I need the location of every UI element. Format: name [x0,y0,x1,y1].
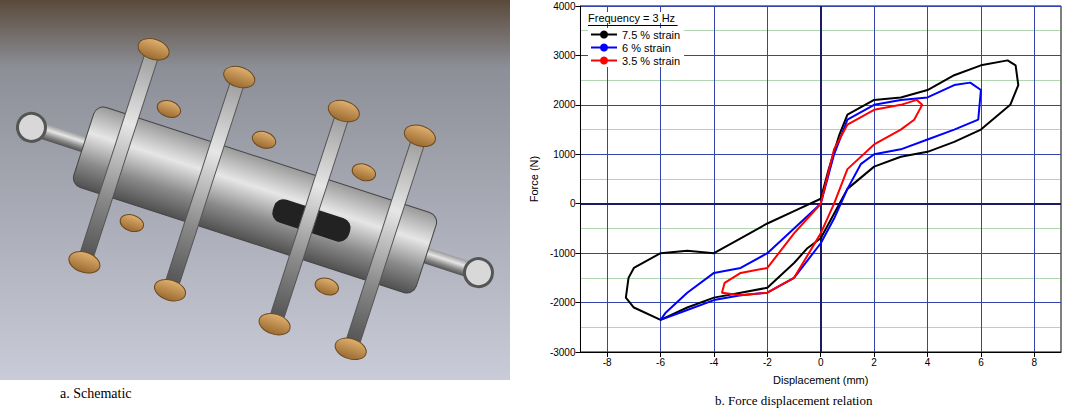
svg-text:6: 6 [978,357,984,368]
svg-text:1000: 1000 [553,149,576,160]
svg-text:-2: -2 [763,357,772,368]
svg-text:6 % strain: 6 % strain [622,42,671,54]
svg-text:2000: 2000 [553,99,576,110]
svg-text:3.5 % strain: 3.5 % strain [622,55,680,67]
svg-text:7.5 % strain: 7.5 % strain [622,29,680,41]
svg-text:3000: 3000 [553,50,576,61]
svg-text:-2000: -2000 [550,297,576,308]
svg-text:2: 2 [871,357,877,368]
svg-text:0: 0 [570,198,576,209]
svg-text:Frequency = 3 Hz: Frequency = 3 Hz [588,12,675,24]
svg-text:Displacement (mm): Displacement (mm) [773,374,868,386]
svg-text:4000: 4000 [553,1,576,12]
svg-text:Force (N): Force (N) [528,156,540,202]
svg-text:0: 0 [818,357,824,368]
svg-text:4: 4 [925,357,931,368]
svg-text:-4: -4 [710,357,719,368]
html-text:b. Force displacement relation: b. Force displacement relation [715,393,873,408]
svg-text:-6: -6 [656,357,665,368]
svg-text:8: 8 [1032,357,1038,368]
svg-text:-8: -8 [603,357,612,368]
svg-text:-3000: -3000 [550,347,576,358]
svg-text:-1000: -1000 [550,248,576,259]
html-text:a. Schematic: a. Schematic [60,386,132,401]
